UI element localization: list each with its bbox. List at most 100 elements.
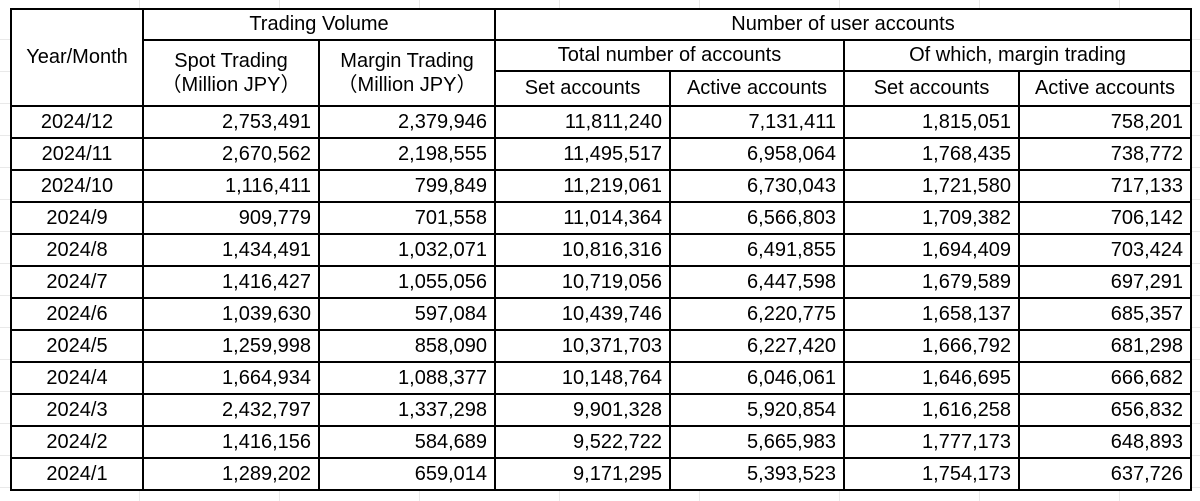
cell-margin-active-accounts[interactable]: 758,201 [1018,105,1192,139]
cell-margin-active-accounts[interactable]: 697,291 [1018,265,1192,299]
cell-total-active-accounts[interactable]: 7,131,411 [669,105,845,139]
cell-margin-set-accounts[interactable]: 1,721,580 [843,169,1020,203]
cell-margin-active-accounts[interactable]: 685,357 [1018,297,1192,331]
cell-total-active-accounts[interactable]: 5,920,854 [669,393,845,427]
cell-spot-trading[interactable]: 1,289,202 [142,457,320,491]
cell-total-set-accounts[interactable]: 9,171,295 [494,457,671,491]
cell-margin-active-accounts[interactable]: 666,682 [1018,361,1192,395]
cell-margin-set-accounts[interactable]: 1,754,173 [843,457,1020,491]
cell-spot-trading[interactable]: 1,416,427 [142,265,320,299]
cell-year-month[interactable]: 2024/6 [10,297,144,331]
cell-total-active-accounts[interactable]: 6,046,061 [669,361,845,395]
cell-spot-trading[interactable]: 909,779 [142,201,320,235]
cell-margin-trading[interactable]: 659,014 [318,457,496,491]
header-year-month[interactable]: Year/Month [10,8,144,107]
cell-margin-active-accounts[interactable]: 656,832 [1018,393,1192,427]
cell-total-set-accounts[interactable]: 11,811,240 [494,105,671,139]
header-trading-volume[interactable]: Trading Volume [142,8,496,41]
cell-spot-trading[interactable]: 2,432,797 [142,393,320,427]
cell-margin-trading[interactable]: 858,090 [318,329,496,363]
cell-year-month[interactable]: 2024/12 [10,105,144,139]
cell-spot-trading[interactable]: 1,259,998 [142,329,320,363]
cell-total-set-accounts[interactable]: 10,816,316 [494,233,671,267]
cell-margin-set-accounts[interactable]: 1,646,695 [843,361,1020,395]
cell-total-active-accounts[interactable]: 6,227,420 [669,329,845,363]
cell-margin-trading[interactable]: 2,198,555 [318,137,496,171]
cell-margin-active-accounts[interactable]: 706,142 [1018,201,1192,235]
cell-spot-trading[interactable]: 1,416,156 [142,425,320,459]
cell-margin-set-accounts[interactable]: 1,658,137 [843,297,1020,331]
cell-margin-trading[interactable]: 1,088,377 [318,361,496,395]
header-total-number-of-accounts[interactable]: Total number of accounts [494,39,845,72]
header-margin-trading[interactable]: Margin Trading （Million JPY） [318,39,496,107]
cell-total-set-accounts[interactable]: 10,371,703 [494,329,671,363]
cell-margin-set-accounts[interactable]: 1,709,382 [843,201,1020,235]
cell-margin-trading[interactable]: 799,849 [318,169,496,203]
cell-year-month[interactable]: 2024/3 [10,393,144,427]
header-of-which-margin-trading[interactable]: Of which, margin trading [843,39,1192,72]
cell-margin-active-accounts[interactable]: 681,298 [1018,329,1192,363]
cell-spot-trading[interactable]: 1,039,630 [142,297,320,331]
cell-total-active-accounts[interactable]: 6,958,064 [669,137,845,171]
header-margin-trading-line1: Margin Trading [340,49,474,72]
cell-year-month[interactable]: 2024/4 [10,361,144,395]
cell-margin-set-accounts[interactable]: 1,777,173 [843,425,1020,459]
cell-year-month[interactable]: 2024/2 [10,425,144,459]
cell-margin-trading[interactable]: 1,032,071 [318,233,496,267]
header-margin-active-accounts[interactable]: Active accounts [1018,70,1192,107]
cell-margin-set-accounts[interactable]: 1,616,258 [843,393,1020,427]
cell-total-set-accounts[interactable]: 10,719,056 [494,265,671,299]
cell-total-active-accounts[interactable]: 5,393,523 [669,457,845,491]
cell-year-month[interactable]: 2024/7 [10,265,144,299]
header-spot-trading[interactable]: Spot Trading （Million JPY） [142,39,320,107]
cell-total-set-accounts[interactable]: 9,901,328 [494,393,671,427]
cell-spot-trading[interactable]: 2,753,491 [142,105,320,139]
cell-year-month[interactable]: 2024/8 [10,233,144,267]
cell-margin-set-accounts[interactable]: 1,679,589 [843,265,1020,299]
cell-margin-set-accounts[interactable]: 1,815,051 [843,105,1020,139]
cell-total-active-accounts[interactable]: 6,491,855 [669,233,845,267]
table-row: 2024/3 2,432,797 1,337,298 9,901,328 5,920,8… [10,393,1192,427]
cell-spot-trading[interactable]: 2,670,562 [142,137,320,171]
cell-margin-active-accounts[interactable]: 637,726 [1018,457,1192,491]
cell-total-set-accounts[interactable]: 10,148,764 [494,361,671,395]
cell-total-active-accounts[interactable]: 6,220,775 [669,297,845,331]
cell-margin-set-accounts[interactable]: 1,768,435 [843,137,1020,171]
cell-margin-trading[interactable]: 2,379,946 [318,105,496,139]
cell-margin-active-accounts[interactable]: 717,133 [1018,169,1192,203]
cell-margin-active-accounts[interactable]: 703,424 [1018,233,1192,267]
cell-spot-trading[interactable]: 1,434,491 [142,233,320,267]
cell-year-month[interactable]: 2024/5 [10,329,144,363]
cell-total-active-accounts[interactable]: 6,566,803 [669,201,845,235]
table-row: 2024/6 1,039,630 597,084 10,439,746 6,220,77… [10,297,1192,331]
cell-margin-set-accounts[interactable]: 1,666,792 [843,329,1020,363]
cell-total-set-accounts[interactable]: 11,495,517 [494,137,671,171]
table-row: 2024/12 2,753,491 2,379,946 11,811,240 7,131… [10,105,1192,139]
cell-year-month[interactable]: 2024/10 [10,169,144,203]
header-margin-set-accounts[interactable]: Set accounts [843,70,1020,107]
cell-margin-trading[interactable]: 584,689 [318,425,496,459]
cell-year-month[interactable]: 2024/1 [10,457,144,491]
cell-total-active-accounts[interactable]: 5,665,983 [669,425,845,459]
cell-margin-trading[interactable]: 597,084 [318,297,496,331]
header-margin-trading-line2: （Million JPY） [337,74,477,96]
header-total-set-accounts[interactable]: Set accounts [494,70,671,107]
cell-total-set-accounts[interactable]: 9,522,722 [494,425,671,459]
cell-margin-trading[interactable]: 701,558 [318,201,496,235]
cell-margin-active-accounts[interactable]: 738,772 [1018,137,1192,171]
cell-margin-set-accounts[interactable]: 1,694,409 [843,233,1020,267]
cell-total-active-accounts[interactable]: 6,447,598 [669,265,845,299]
cell-margin-trading[interactable]: 1,337,298 [318,393,496,427]
header-number-of-user-accounts[interactable]: Number of user accounts [494,8,1192,41]
cell-total-set-accounts[interactable]: 10,439,746 [494,297,671,331]
cell-spot-trading[interactable]: 1,116,411 [142,169,320,203]
cell-total-set-accounts[interactable]: 11,014,364 [494,201,671,235]
cell-margin-active-accounts[interactable]: 648,893 [1018,425,1192,459]
header-total-active-accounts[interactable]: Active accounts [669,70,845,107]
cell-margin-trading[interactable]: 1,055,056 [318,265,496,299]
cell-total-active-accounts[interactable]: 6,730,043 [669,169,845,203]
cell-spot-trading[interactable]: 1,664,934 [142,361,320,395]
cell-year-month[interactable]: 2024/11 [10,137,144,171]
cell-total-set-accounts[interactable]: 11,219,061 [494,169,671,203]
cell-year-month[interactable]: 2024/9 [10,201,144,235]
